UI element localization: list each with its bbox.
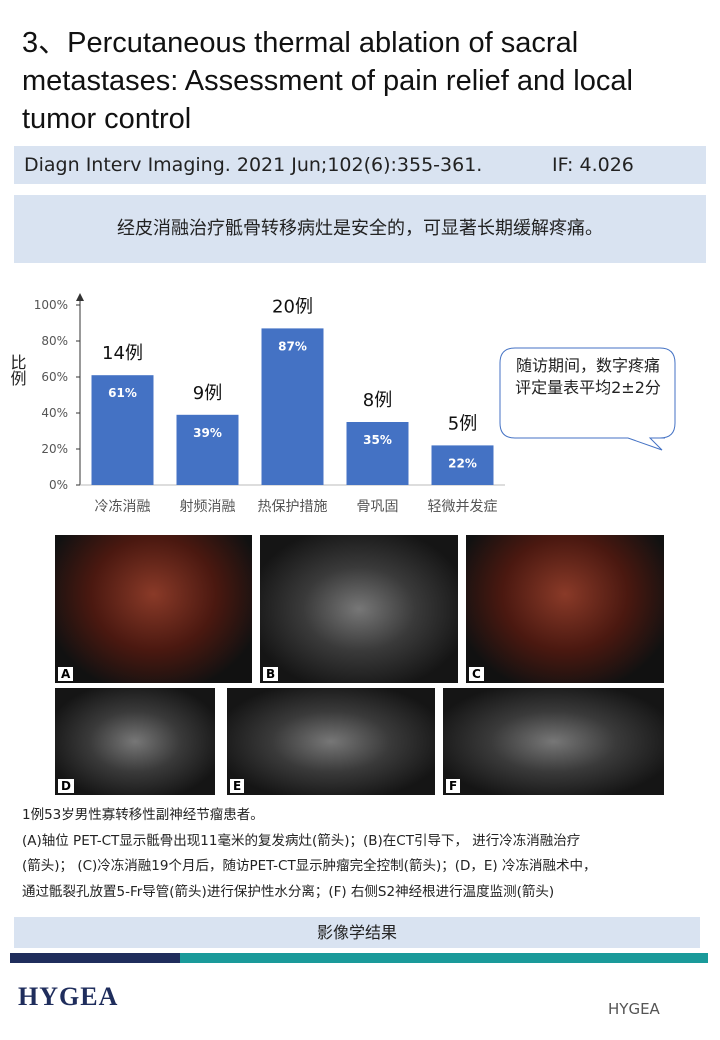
callout: 随访期间，数字疼痛评定量表平均2±2分 xyxy=(515,356,661,397)
panel-label: F xyxy=(446,779,461,793)
annotation: 9例 xyxy=(193,383,222,404)
x-tick-label: 轻微并发症 xyxy=(428,499,498,515)
value-label: 35% xyxy=(363,433,392,447)
caption-line: (箭头)； (C)冷冻消融19个月后，随访PET-CT显示肿瘤完全控制(箭头)；… xyxy=(22,858,597,874)
journal-bar: Diagn Interv Imaging. 2021 Jun;102(6):35… xyxy=(14,146,706,184)
citation: Diagn Interv Imaging. 2021 Jun;102(6):35… xyxy=(24,154,483,176)
account: HYGEA xyxy=(608,1000,660,1018)
caption-line: (A)轴位 PET-CT显示骶骨出现11毫米的复发病灶(箭头)；(B)在CT引导… xyxy=(22,832,581,849)
y-tick-label: 40% xyxy=(41,406,68,420)
value-label: 87% xyxy=(278,339,307,353)
image-panel: F xyxy=(443,688,664,795)
bar xyxy=(176,414,239,485)
summary: 经皮消融治疗骶骨转移病灶是安全的，可显著长期缓解疼痛。 xyxy=(14,195,706,263)
x-tick-label: 射频消融 xyxy=(180,499,236,515)
panel-label: C xyxy=(469,667,484,681)
annotation: 20例 xyxy=(272,296,313,317)
bar xyxy=(431,445,494,485)
y-tick-label: 100% xyxy=(34,298,68,312)
image-panel: E xyxy=(227,688,435,795)
impact-factor: IF: 4.026 xyxy=(552,154,634,176)
y-tick-label: 0% xyxy=(49,478,68,492)
bar xyxy=(346,422,409,485)
x-tick-label: 骨巩固 xyxy=(357,499,399,515)
divider xyxy=(10,953,180,963)
image-panel: D xyxy=(55,688,215,795)
caption-line: 通过骶裂孔放置5-Fr导管(箭头)进行保护性水分离；(F) 右侧S2神经根进行温… xyxy=(22,883,555,900)
axis-arrow xyxy=(76,293,84,301)
panel-label: B xyxy=(263,667,279,681)
image-panel: C xyxy=(466,535,664,683)
y-axis-label: 比例 xyxy=(8,354,27,387)
panel-label: E xyxy=(230,779,245,793)
caption-line: 1例53岁男性寡转移性副神经节瘤患者。 xyxy=(22,807,264,823)
y-tick-label: 20% xyxy=(41,442,68,456)
value-label: 39% xyxy=(193,426,222,440)
callout-text: 随访期间，数字疼痛评定量表平均2±2分 xyxy=(515,356,661,397)
panel-label: D xyxy=(58,779,74,793)
logo: HYGEA xyxy=(18,982,119,1011)
value-label: 22% xyxy=(448,456,477,470)
divider xyxy=(180,953,708,963)
account-name: HYGEA xyxy=(608,1000,660,1018)
x-tick-label: 冷冻消融 xyxy=(95,498,151,515)
caption: 1例53岁男性寡转移性副神经节瘤患者。 (A)轴位 PET-CT显示骶骨出现11… xyxy=(22,803,712,905)
section-bar: 影像学结果 xyxy=(14,917,700,948)
annotation: 8例 xyxy=(363,390,392,411)
value-label: 61% xyxy=(108,386,137,400)
y-tick-label: 80% xyxy=(41,334,68,348)
x-tick-label: 热保护措施 xyxy=(258,499,328,515)
annotation: 5例 xyxy=(448,413,477,434)
y-tick-label: 60% xyxy=(41,370,68,384)
bar xyxy=(261,328,324,485)
callout-box xyxy=(499,347,676,451)
panel-label: A xyxy=(58,667,74,681)
image-panel: B xyxy=(260,535,458,683)
annotation: 14例 xyxy=(102,343,143,364)
bar xyxy=(91,375,154,485)
title: 3、Percutaneous thermal ablation of sacra… xyxy=(22,27,633,135)
image-panel: A xyxy=(55,535,252,683)
